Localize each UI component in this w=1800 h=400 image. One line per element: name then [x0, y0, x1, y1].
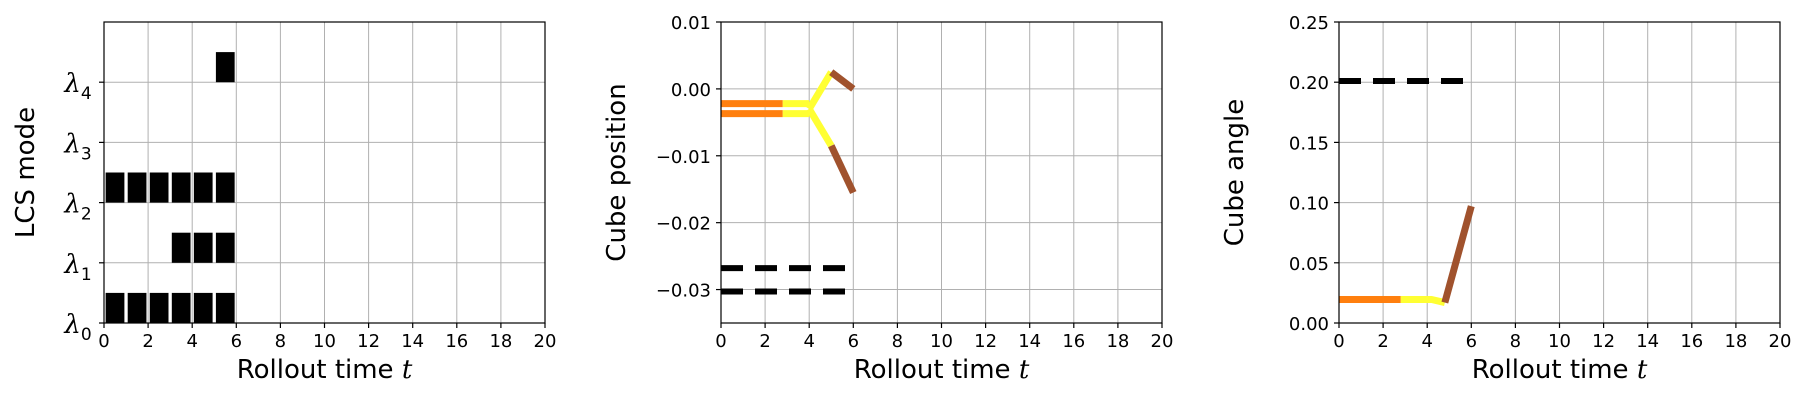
trajectory-segment-6 [829, 69, 856, 92]
y-tick-label: λ3 [63, 129, 91, 164]
mode-cell-2-t2 [149, 172, 169, 203]
y-tick-label: 0.20 [1289, 73, 1329, 94]
mode-cell-2-t4 [193, 172, 213, 203]
x-tick-label: 20 [1151, 331, 1174, 352]
y-tick-label: 0.25 [1289, 13, 1329, 34]
x-axis-label: Rollout time t [854, 355, 1030, 385]
y-tick-label: λ4 [63, 69, 91, 104]
mode-cell-0-t2 [149, 292, 169, 323]
y-axis-label: Cube angle [1220, 99, 1250, 247]
cube-position-panel: 0 2 4 6 8 10 12 14 16 18 20 0.01 0.00 −0.01 −0.02 −0.03… [602, 13, 1173, 385]
y-tick-label: −0.01 [656, 147, 711, 168]
x-tick-label: 20 [1769, 331, 1792, 352]
x-tick-label: 8 [892, 331, 903, 352]
x-tick-label: 8 [275, 331, 286, 352]
mode-cell-1-t3 [171, 232, 191, 263]
mode-cell-2-t3 [171, 172, 191, 203]
lcs-mode-panel: 0 2 4 6 8 10 12 14 16 18 20 λ0 λ1 λ2 λ3 λ4 Rollout time … [11, 21, 557, 385]
x-tick-label: 16 [445, 331, 468, 352]
x-tick-label: 4 [186, 331, 197, 352]
y-axis-label: Cube position [602, 83, 632, 261]
x-tick-label: 16 [1062, 331, 1085, 352]
x-tick-label: 4 [1421, 331, 1432, 352]
x-tick-label: 4 [803, 331, 814, 352]
x-tick-label: 12 [974, 331, 997, 352]
trajectory-segment-7 [828, 144, 857, 195]
x-tick-label: 20 [534, 331, 557, 352]
x-tick-label: 2 [1377, 331, 1388, 352]
y-tick-label: λ0 [63, 310, 91, 345]
x-tick-label: 16 [1680, 331, 1703, 352]
x-tick-label: 18 [489, 331, 512, 352]
y-tick-label: 0.05 [1289, 254, 1329, 275]
y-tick-label: −0.02 [656, 214, 711, 235]
mode-cell-2-t5 [215, 172, 235, 203]
y-tick-label: 0.00 [671, 80, 711, 101]
x-tick-label: 6 [848, 331, 859, 352]
x-tick-label: 18 [1106, 331, 1129, 352]
mode-cell-1-t5 [215, 232, 235, 263]
x-axis-label: Rollout time t [1472, 355, 1648, 385]
x-tick-label: 2 [142, 331, 153, 352]
y-tick-label: λ2 [63, 190, 91, 225]
trajectory-segment-4 [806, 70, 835, 111]
mode-cell-1-t4 [193, 232, 213, 263]
x-tick-label: 10 [1548, 331, 1571, 352]
x-tick-label: 0 [715, 331, 726, 352]
mode-cell-0-t1 [127, 292, 147, 323]
x-tick-label: 0 [98, 331, 109, 352]
mode-cell-0-t0 [105, 292, 125, 323]
x-tick-label: 14 [1636, 331, 1659, 352]
mode-cell-2-t1 [127, 172, 147, 203]
trajectory-segment-3 [1441, 205, 1475, 304]
x-tick-label: 10 [313, 331, 336, 352]
x-tick-label: 6 [231, 331, 242, 352]
y-axis-label: LCS mode [11, 107, 41, 238]
y-tick-label: λ1 [63, 250, 91, 285]
trajectory-segment-2 [1400, 296, 1446, 306]
cube-angle-panel: 0 2 4 6 8 10 12 14 16 18 20 0.00 0.05 0.10 0.15 0.20 0.2… [1220, 13, 1791, 385]
mode-cell-0-t5 [215, 292, 235, 323]
x-tick-label: 14 [1018, 331, 1041, 352]
x-tick-label: 2 [759, 331, 770, 352]
mode-cell-4-t5 [215, 52, 235, 83]
x-tick-label: 10 [930, 331, 953, 352]
y-tick-label: 0.10 [1289, 194, 1329, 215]
x-tick-label: 18 [1724, 331, 1747, 352]
y-tick-label: 0.01 [671, 13, 711, 34]
mode-cell-0-t3 [171, 292, 191, 323]
x-tick-label: 14 [401, 331, 424, 352]
mode-cell-0-t4 [193, 292, 213, 323]
y-tick-label: −0.03 [656, 281, 711, 302]
x-axis-label: Rollout time t [237, 355, 413, 385]
x-tick-label: 8 [1510, 331, 1521, 352]
trajectory-segment-5 [806, 107, 835, 148]
x-tick-label: 0 [1333, 331, 1344, 352]
y-tick-label: 0.00 [1289, 314, 1329, 335]
y-tick-label: 0.15 [1289, 133, 1329, 154]
mode-cell-2-t0 [105, 172, 125, 203]
x-tick-label: 12 [357, 331, 380, 352]
x-tick-label: 12 [1592, 331, 1615, 352]
x-tick-label: 6 [1466, 331, 1477, 352]
